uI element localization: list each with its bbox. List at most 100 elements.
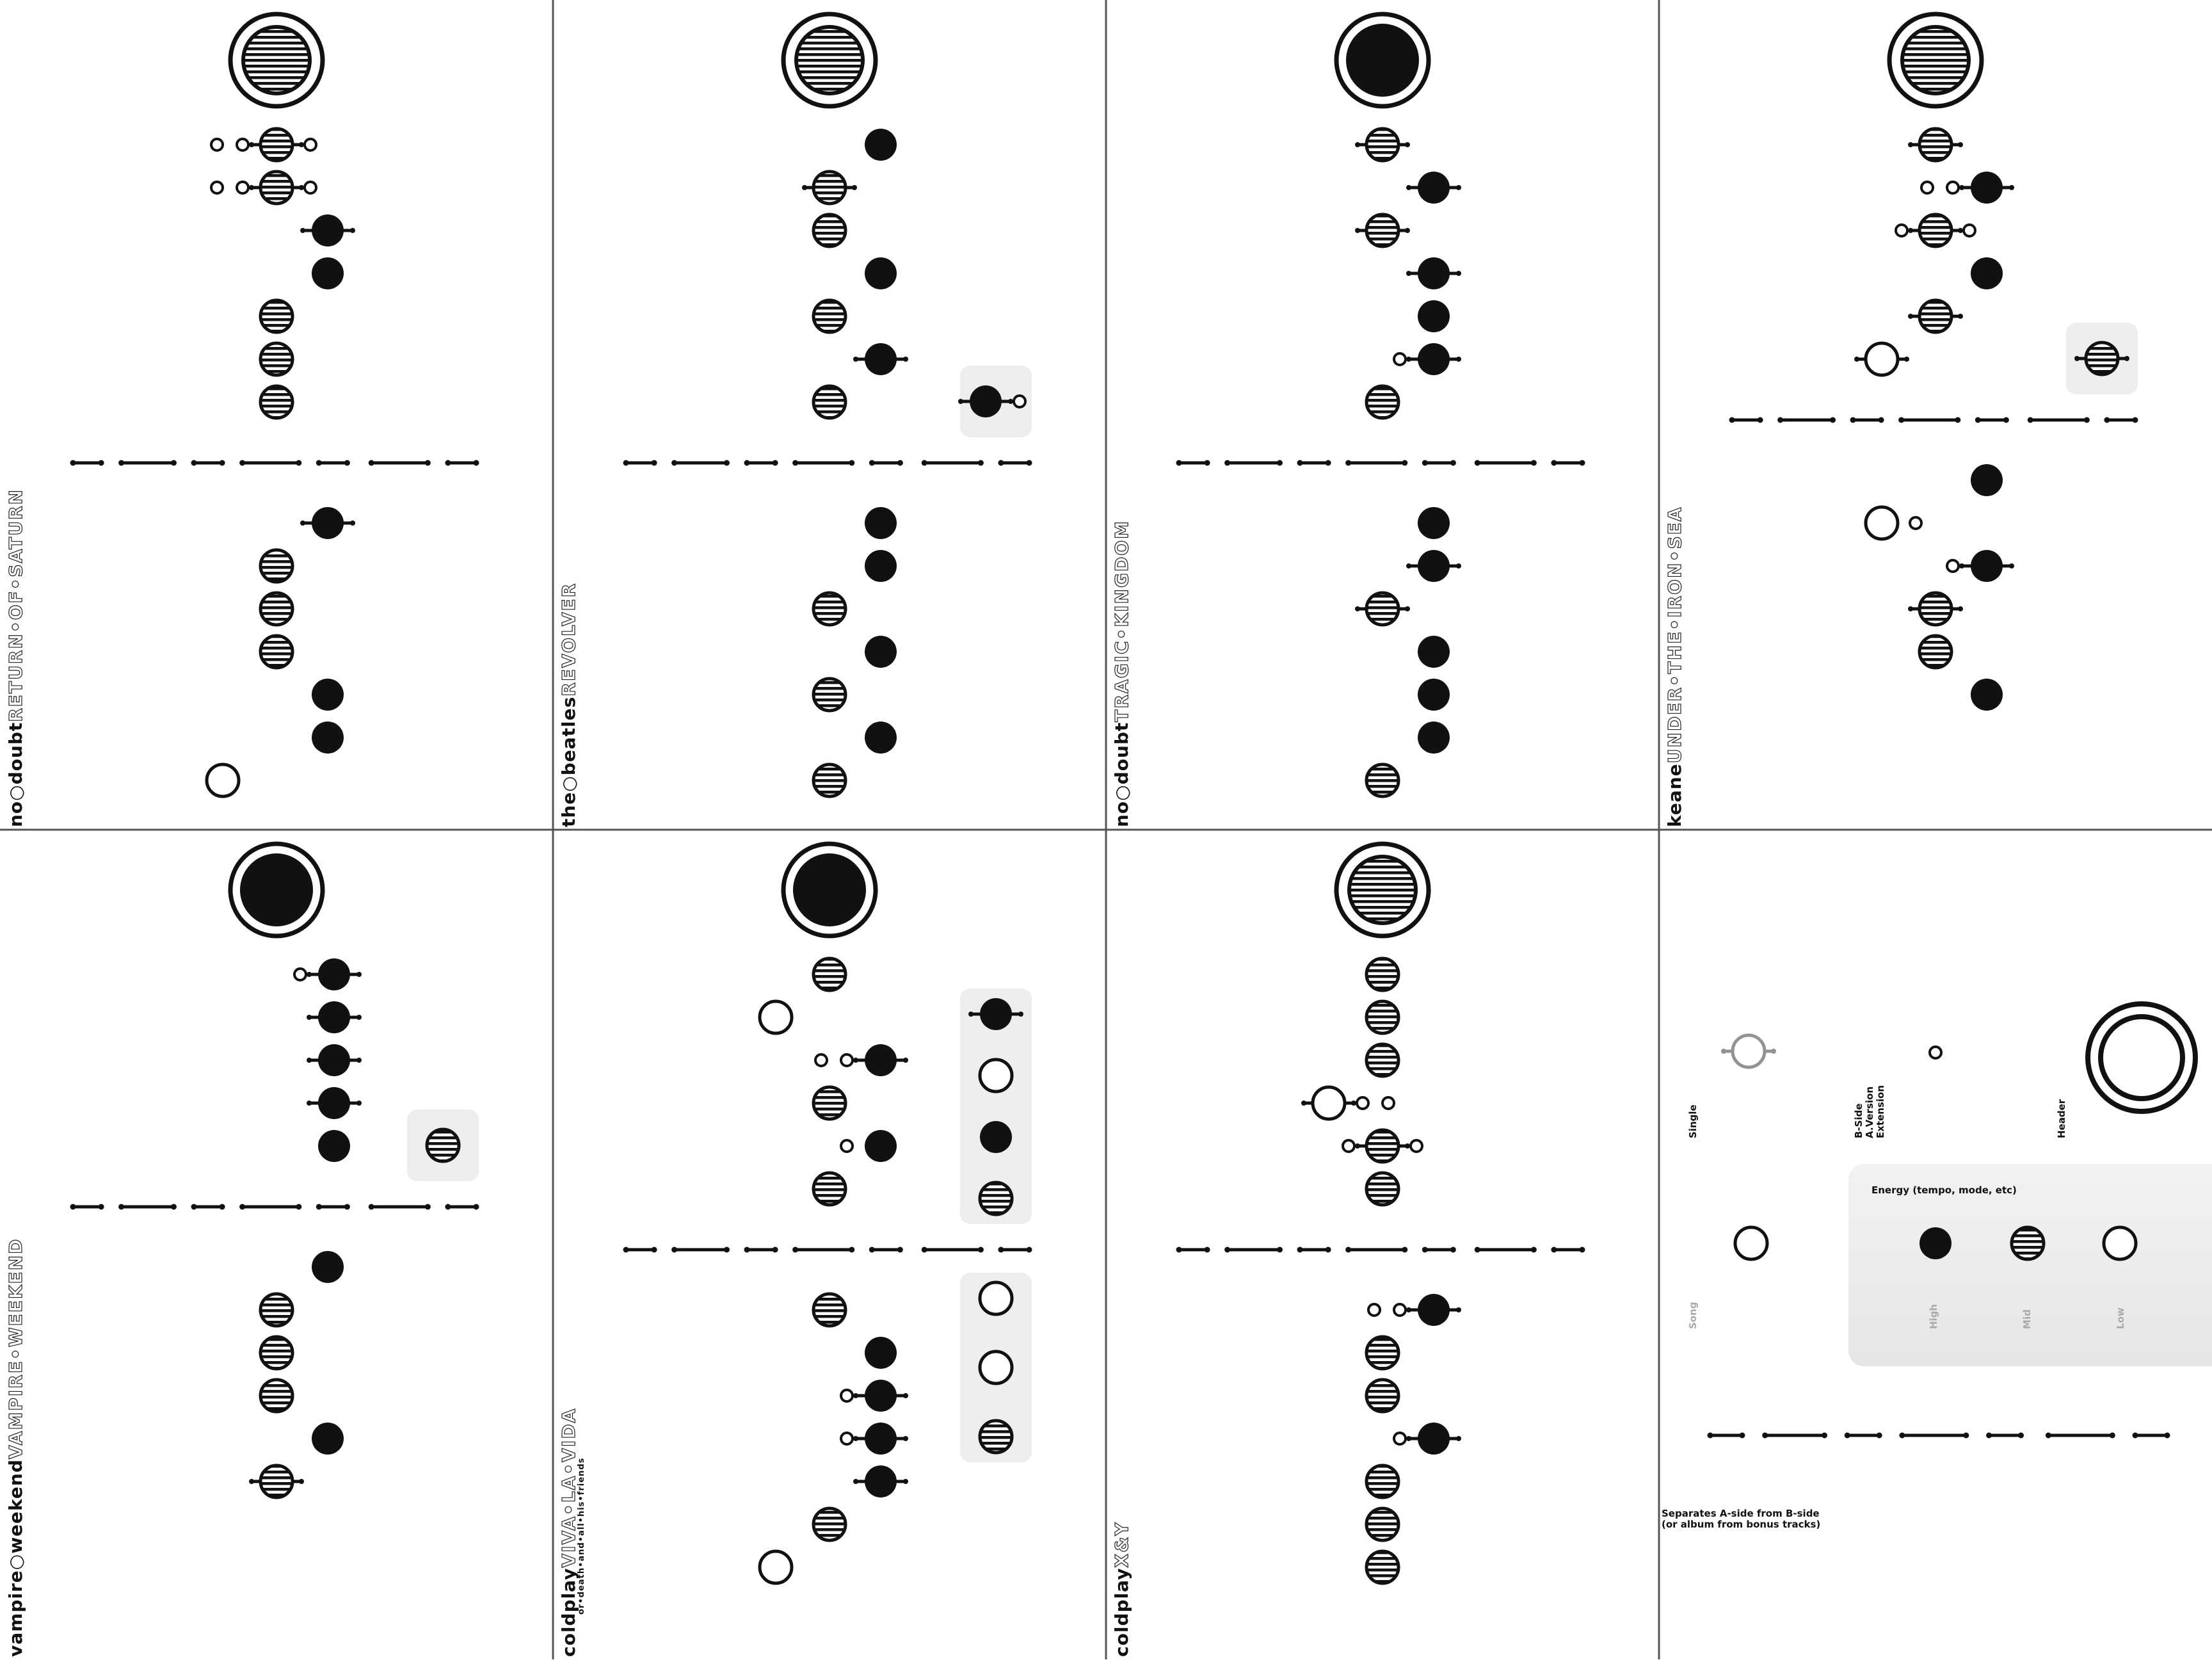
separator-end (171, 1204, 177, 1210)
separator-end (1402, 1247, 1407, 1253)
side-separator (1176, 460, 1585, 466)
solid-song-dot (865, 1337, 897, 1369)
single-bar-end (2009, 185, 2014, 190)
separator-end (344, 1204, 350, 1210)
a-side-song (865, 257, 897, 289)
legend-high-symbol (1919, 1227, 1952, 1259)
a-side-song (813, 300, 846, 332)
striped-song-dot (1366, 214, 1399, 246)
bside-dot (1394, 353, 1406, 365)
legend-low-symbol (2104, 1227, 2136, 1259)
single-bar-end (1406, 357, 1411, 362)
striped-song-dot (1366, 1044, 1399, 1076)
legend-song-label: Song (1687, 1302, 1699, 1329)
a-side-song (211, 129, 316, 161)
b-side-song (260, 636, 293, 668)
bside-dot (1947, 182, 1959, 193)
separator-end (1224, 460, 1230, 466)
single-bar-end (853, 1058, 858, 1063)
single-bar-end (1406, 271, 1411, 276)
separator-end (671, 460, 677, 466)
a-side-song (813, 958, 846, 990)
b-side-song (1947, 550, 2014, 582)
solid-song-dot (970, 385, 1002, 417)
separator-end (1551, 1247, 1557, 1253)
separator-end (623, 460, 629, 466)
header-core (243, 27, 310, 93)
solid-song-dot (1971, 172, 2003, 204)
legend-bside-label: B-Side A.Version Extension (1854, 1085, 1886, 1138)
separator-end (724, 460, 730, 466)
open-song-dot (207, 764, 239, 796)
a-side-extras (958, 366, 1032, 437)
separator-end (2104, 417, 2110, 423)
single-bar-end (853, 1479, 858, 1484)
single-bar-end (1405, 606, 1410, 611)
solid-song-dot (312, 1251, 344, 1283)
separator-end (2046, 1433, 2051, 1439)
solid-song-dot (318, 1087, 350, 1119)
single-bar-end (903, 1479, 908, 1484)
separator-end (316, 460, 322, 466)
striped-song-dot (813, 593, 846, 625)
solid-song-dot (1418, 550, 1450, 582)
separator-end (1758, 417, 1763, 423)
bside-dot (1394, 1433, 1406, 1444)
separator-end (744, 1247, 750, 1253)
album-name: VAMPIRE•WEEKEND (5, 1238, 26, 1459)
b-side-song (260, 1294, 293, 1326)
separator-end (1345, 1247, 1351, 1253)
striped-song-dot (260, 1465, 293, 1497)
a-side-song (260, 300, 293, 332)
striped-song-dot (813, 679, 846, 711)
separator-end (897, 460, 903, 466)
single-bar-end (357, 1015, 362, 1020)
legend-header-inner (2101, 1017, 2183, 1099)
striped-song-dot (260, 636, 293, 668)
separator-end (1475, 1247, 1480, 1253)
legend-song-symbol (1735, 1227, 1767, 1259)
side-separator (70, 460, 479, 466)
single-bar-end (2074, 356, 2080, 361)
striped-song-dot (1919, 129, 1952, 161)
b-side-song (813, 1294, 846, 1326)
artist-name: coldplay (1111, 1568, 1132, 1657)
striped-song-dot (1366, 1173, 1399, 1205)
separator-end (191, 460, 197, 466)
b-side-song (1971, 464, 2003, 496)
single-bar-end (1908, 142, 1913, 147)
separator-end (1027, 460, 1032, 466)
solid-song-dot (865, 1380, 897, 1412)
single-bar-end (307, 1058, 312, 1063)
separator-end (1450, 1247, 1456, 1253)
solid-song-dot (1971, 679, 2003, 711)
separator-end (425, 1204, 431, 1210)
a-side-song (1366, 1173, 1399, 1205)
b-side-song (813, 764, 846, 796)
album-0 (70, 14, 479, 796)
separator-end (99, 1204, 104, 1210)
striped-song-dot (813, 1294, 846, 1326)
header-core (793, 853, 866, 926)
separator-end (1027, 1247, 1032, 1253)
open-song-dot (980, 1282, 1012, 1314)
a-side-song (1908, 300, 1963, 332)
separator-end (897, 1247, 903, 1253)
legend-single-symbol (1721, 1035, 1776, 1067)
separator-end (1762, 1433, 1768, 1439)
separator-end (1551, 460, 1557, 466)
separator-end (2003, 417, 2009, 423)
solid-song-dot (1971, 550, 2003, 582)
separator-end (425, 460, 431, 466)
open-song-dot (1866, 343, 1898, 375)
solid-song-dot (318, 1001, 350, 1033)
solid-song-dot (1971, 464, 2003, 496)
striped-song-dot (1366, 1380, 1399, 1412)
solid-song-dot (1418, 636, 1450, 668)
b-side-song (1406, 550, 1461, 582)
single-bar-end (300, 520, 305, 526)
a-side-song (1343, 1130, 1422, 1162)
single-bar-end (1959, 563, 1964, 569)
striped-song-dot (1366, 1337, 1399, 1369)
single-bar-end (1456, 271, 1461, 276)
